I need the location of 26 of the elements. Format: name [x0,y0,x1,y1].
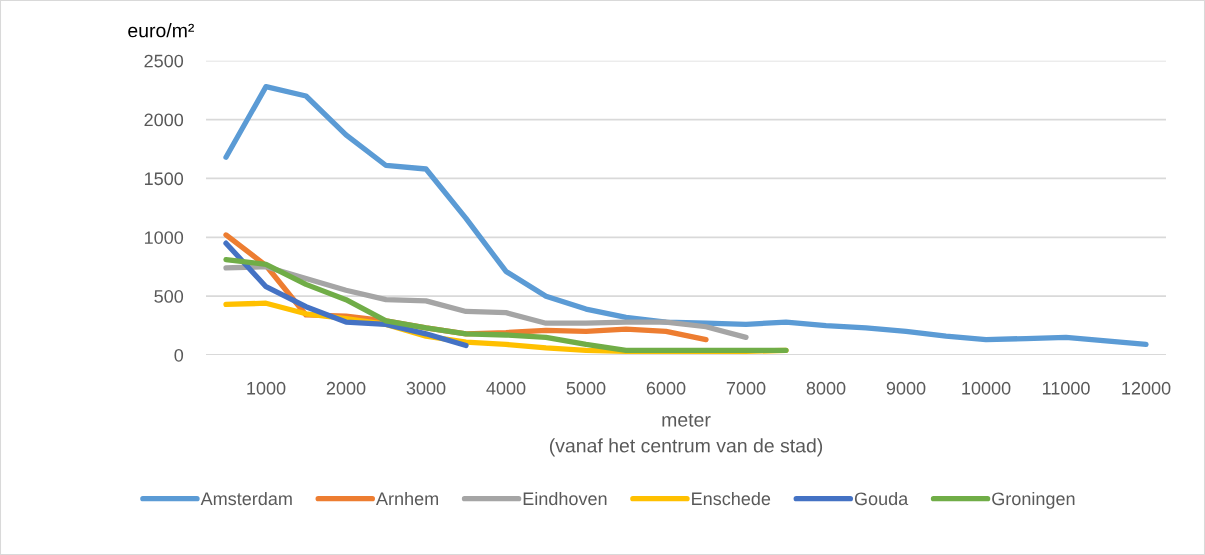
x-tick-label: 3000 [406,381,446,395]
y-tick-label: 1000 [144,231,184,244]
legend-label: Arnhem [376,491,438,506]
x-tick-label: 1000 [247,381,286,395]
legend-label: Eindhoven [523,491,607,506]
x-tick-label: 10000 [962,381,1011,395]
x-axis-title: meter (vanaf het centrum van de stad) [549,413,823,457]
x-tick-label: 8000 [806,381,846,395]
y-tick-label: 1500 [144,172,184,186]
y-tick-label: 500 [154,290,184,303]
x-tick-label: 12000 [1122,381,1171,395]
legend-label: Amsterdam [200,491,292,506]
legend-label: Gouda [854,491,909,506]
x-tick-label: 7000 [726,381,766,395]
legend-label: Groningen [992,491,1075,509]
x-tick-label: 6000 [646,381,686,395]
x-tick-label: 2000 [326,381,366,395]
legend-label: Enschede [692,491,771,506]
x-tick-label: 5000 [566,381,606,395]
y-tick-label: 2500 [144,54,184,68]
x-tick-label: 4000 [486,381,526,395]
y-tick-label: 2000 [144,113,184,127]
x-tick-label: 11000 [1042,381,1090,395]
y-axis-title: euro/m² [128,23,195,38]
y-tick-label: 0 [174,348,184,362]
x-tick-label: 9000 [886,381,926,395]
